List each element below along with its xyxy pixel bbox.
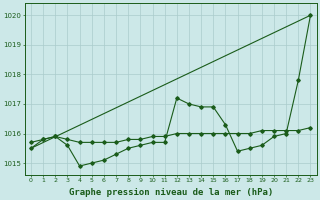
X-axis label: Graphe pression niveau de la mer (hPa): Graphe pression niveau de la mer (hPa) [68, 188, 273, 197]
